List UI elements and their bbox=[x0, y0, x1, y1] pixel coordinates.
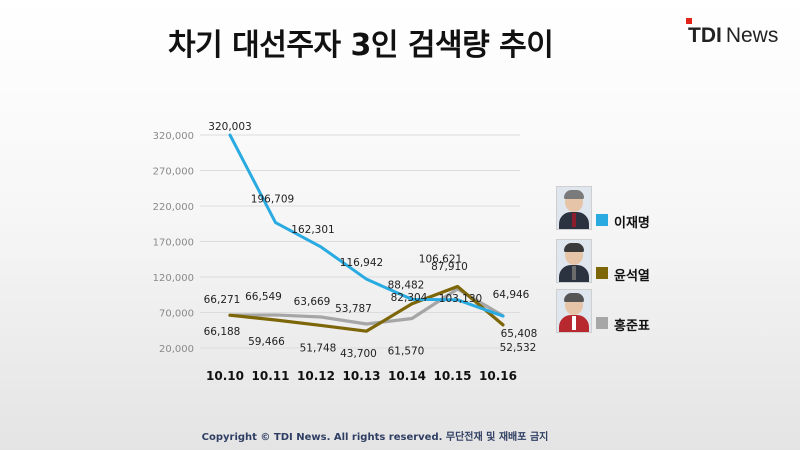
data-label: 51,748 bbox=[300, 342, 337, 354]
data-label: 52,532 bbox=[500, 342, 537, 354]
chart-title: 차기 대선주자 3인 검색량 추이 bbox=[168, 28, 554, 63]
data-label: 66,188 bbox=[204, 326, 241, 338]
legend-swatch bbox=[596, 317, 608, 329]
data-label: 106,621 bbox=[419, 253, 462, 265]
x-tick-label: 10.13 bbox=[343, 369, 381, 383]
legend-swatch bbox=[596, 214, 608, 226]
person-photo-icon bbox=[556, 186, 592, 230]
y-tick-label: 220,000 bbox=[153, 202, 194, 213]
y-tick-label: 170,000 bbox=[153, 238, 194, 249]
x-tick-label: 10.14 bbox=[388, 369, 426, 383]
data-label: 116,942 bbox=[340, 257, 383, 269]
brand-wordmark: TDI News bbox=[688, 24, 778, 48]
data-label: 53,787 bbox=[335, 303, 372, 315]
person-photo-icon bbox=[556, 289, 592, 333]
y-tick-label: 70,000 bbox=[159, 309, 194, 320]
data-label: 66,549 bbox=[245, 291, 282, 303]
data-label: 64,946 bbox=[493, 289, 530, 301]
brand-mark-icon bbox=[686, 18, 692, 24]
data-label: 196,709 bbox=[251, 194, 294, 206]
data-label: 43,700 bbox=[340, 348, 377, 360]
x-tick-label: 10.11 bbox=[252, 369, 290, 383]
x-tick-label: 10.15 bbox=[434, 369, 472, 383]
x-tick-label: 10.12 bbox=[297, 369, 335, 383]
x-tick-label: 10.10 bbox=[206, 369, 244, 383]
data-label: 65,408 bbox=[501, 328, 538, 340]
data-label: 63,669 bbox=[294, 296, 331, 308]
data-label: 66,271 bbox=[204, 294, 241, 306]
data-label: 320,003 bbox=[208, 121, 251, 133]
legend-label: 이재명 bbox=[614, 216, 650, 231]
y-tick-label: 20,000 bbox=[159, 344, 194, 355]
brand-light-text: News bbox=[725, 24, 779, 47]
data-label: 88,482 bbox=[388, 279, 425, 291]
copyright-text: Copyright © TDI News. All rights reserve… bbox=[201, 432, 549, 443]
data-label: 59,466 bbox=[248, 336, 285, 348]
data-label: 103,130 bbox=[439, 293, 482, 305]
brand-strong-text: TDI bbox=[688, 24, 722, 47]
x-tick-label: 10.16 bbox=[479, 369, 517, 383]
data-label: 82,304 bbox=[391, 292, 428, 304]
y-tick-label: 270,000 bbox=[153, 167, 194, 178]
data-label: 61,570 bbox=[388, 345, 425, 357]
data-label: 87,910 bbox=[431, 261, 468, 273]
person-photo-icon bbox=[556, 239, 592, 283]
y-tick-label: 320,000 bbox=[153, 131, 194, 142]
data-label: 162,301 bbox=[291, 224, 334, 236]
legend-label: 홍준표 bbox=[614, 319, 650, 334]
legend-label: 윤석열 bbox=[614, 269, 650, 284]
y-tick-label: 120,000 bbox=[153, 273, 194, 284]
legend-swatch bbox=[596, 267, 608, 279]
